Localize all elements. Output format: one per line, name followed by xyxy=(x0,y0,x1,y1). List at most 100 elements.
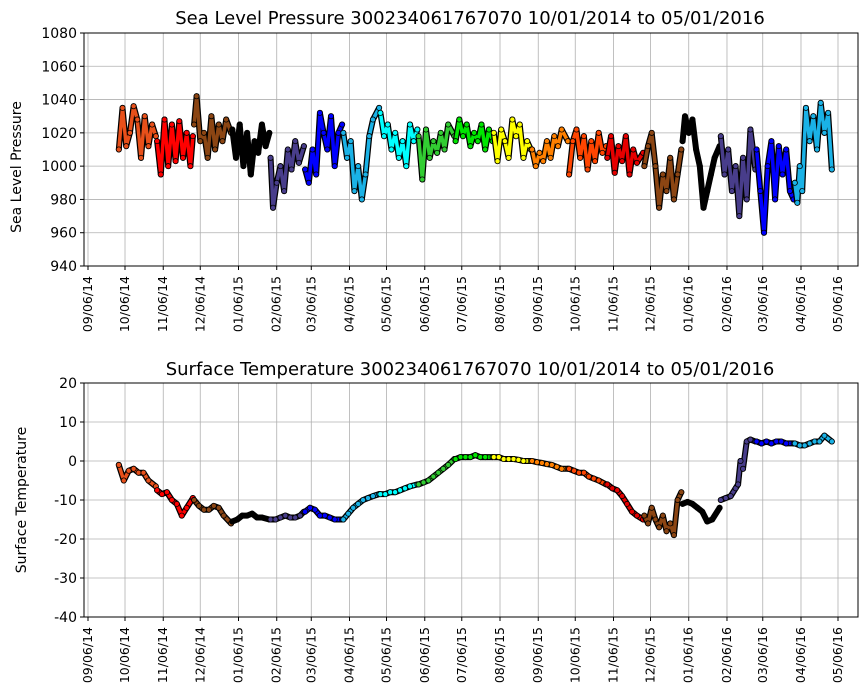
data-point xyxy=(516,121,523,128)
data-point xyxy=(659,171,666,178)
data-point xyxy=(757,188,764,195)
data-point xyxy=(331,163,338,170)
x-tick-label: 11/06/14 xyxy=(155,627,170,683)
data-point xyxy=(716,504,723,511)
data-point xyxy=(663,528,670,535)
data-point xyxy=(505,456,512,463)
data-point xyxy=(215,504,222,511)
series xyxy=(717,126,759,220)
data-point xyxy=(360,496,367,503)
data-point xyxy=(806,440,813,447)
data-point xyxy=(355,163,362,170)
data-point xyxy=(277,163,284,170)
data-point xyxy=(760,229,767,236)
data-point xyxy=(402,485,409,492)
data-point xyxy=(305,179,312,186)
data-point xyxy=(554,143,561,150)
plot-frame xyxy=(83,32,859,267)
data-point xyxy=(440,465,447,472)
data-point xyxy=(284,146,291,153)
data-point xyxy=(753,146,760,153)
data-point xyxy=(498,126,505,133)
data-point xyxy=(215,121,222,128)
data-point xyxy=(704,188,711,195)
data-point xyxy=(609,485,616,492)
data-point xyxy=(670,196,677,203)
x-tick-label: 01/06/15 xyxy=(230,276,245,332)
data-point xyxy=(272,516,279,523)
data-point xyxy=(457,454,464,461)
data-point xyxy=(316,109,323,116)
data-point xyxy=(641,512,648,519)
data-point xyxy=(189,133,196,140)
data-point xyxy=(802,104,809,111)
data-point xyxy=(482,454,489,461)
x-tick-label: 11/06/14 xyxy=(155,276,170,332)
y-tick-label: 20 xyxy=(59,376,77,392)
data-point xyxy=(796,442,803,449)
series xyxy=(753,438,797,447)
data-point xyxy=(339,121,346,128)
x-tick-label: 06/06/15 xyxy=(417,627,432,683)
data-point xyxy=(717,496,724,503)
series xyxy=(753,138,797,236)
data-point xyxy=(538,459,545,466)
data-point xyxy=(331,516,338,523)
x-tick-label: 06/06/15 xyxy=(417,276,432,332)
data-point xyxy=(115,461,122,468)
x-tick-label: 10/06/14 xyxy=(117,276,132,332)
data-point xyxy=(571,467,578,474)
x-tick-label: 07/06/15 xyxy=(454,276,469,332)
x-tick-label: 11/06/15 xyxy=(605,276,620,332)
data-point xyxy=(490,454,497,461)
data-point xyxy=(262,143,269,150)
data-point xyxy=(130,103,137,110)
data-point xyxy=(362,171,369,178)
data-point xyxy=(441,146,448,153)
x-tick-label: 05/06/16 xyxy=(830,276,845,332)
data-point xyxy=(700,204,707,211)
series-line xyxy=(719,437,758,502)
data-point xyxy=(566,171,573,178)
series xyxy=(566,465,610,488)
data-point xyxy=(340,129,347,136)
data-point xyxy=(585,473,592,480)
data-point xyxy=(229,518,236,525)
series xyxy=(154,487,196,519)
chart-title: Surface Temperature 300234061767070 10/0… xyxy=(166,359,775,380)
data-point xyxy=(577,154,584,161)
series xyxy=(717,436,759,503)
x-tick-label: 04/06/15 xyxy=(342,627,357,683)
series xyxy=(452,116,496,153)
data-point xyxy=(145,143,152,150)
data-point xyxy=(247,171,254,178)
data-point xyxy=(208,113,215,120)
data-series xyxy=(115,432,835,539)
x-tick-label: 07/06/15 xyxy=(454,627,469,683)
data-point xyxy=(324,146,331,153)
data-point xyxy=(821,129,828,136)
data-point xyxy=(320,129,327,136)
data-point xyxy=(382,491,389,498)
data-point xyxy=(425,477,432,484)
data-point xyxy=(281,188,288,195)
data-point xyxy=(347,138,354,145)
data-point xyxy=(267,516,274,523)
x-tick-label: 03/06/16 xyxy=(755,627,770,683)
data-point xyxy=(140,469,147,476)
data-point xyxy=(608,133,615,140)
data-point xyxy=(309,146,316,153)
data-point xyxy=(462,454,469,461)
series xyxy=(490,454,534,464)
data-point xyxy=(817,99,824,106)
data-point xyxy=(471,129,478,136)
series xyxy=(641,129,685,211)
data-point xyxy=(240,163,247,170)
data-point xyxy=(287,514,294,521)
series xyxy=(791,432,835,449)
data-point xyxy=(801,442,808,449)
data-point xyxy=(678,489,685,496)
data-point xyxy=(674,171,681,178)
data-point xyxy=(249,510,256,517)
